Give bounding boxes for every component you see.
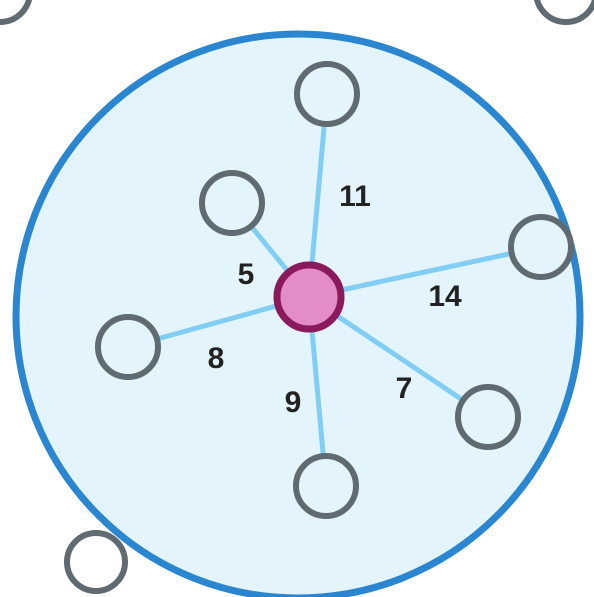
center-node (273, 261, 345, 333)
edge-weight: 5 (238, 258, 255, 291)
outer-node (0, 0, 33, 25)
outer-node (533, 0, 594, 25)
node (199, 170, 265, 236)
edge-weight: 14 (428, 280, 462, 313)
edge (308, 244, 542, 300)
edge-weight: 11 (339, 180, 371, 213)
edge-weight: 8 (208, 342, 225, 375)
outer-node (64, 530, 128, 594)
edge-weight: 7 (396, 372, 413, 405)
node (294, 61, 360, 127)
edge-weight: 9 (285, 386, 302, 419)
edge (307, 294, 490, 420)
nodes: 11 5 14 8 7 9 (95, 61, 574, 519)
node (508, 214, 574, 280)
node (293, 453, 359, 519)
node (95, 314, 161, 380)
node (455, 384, 521, 450)
